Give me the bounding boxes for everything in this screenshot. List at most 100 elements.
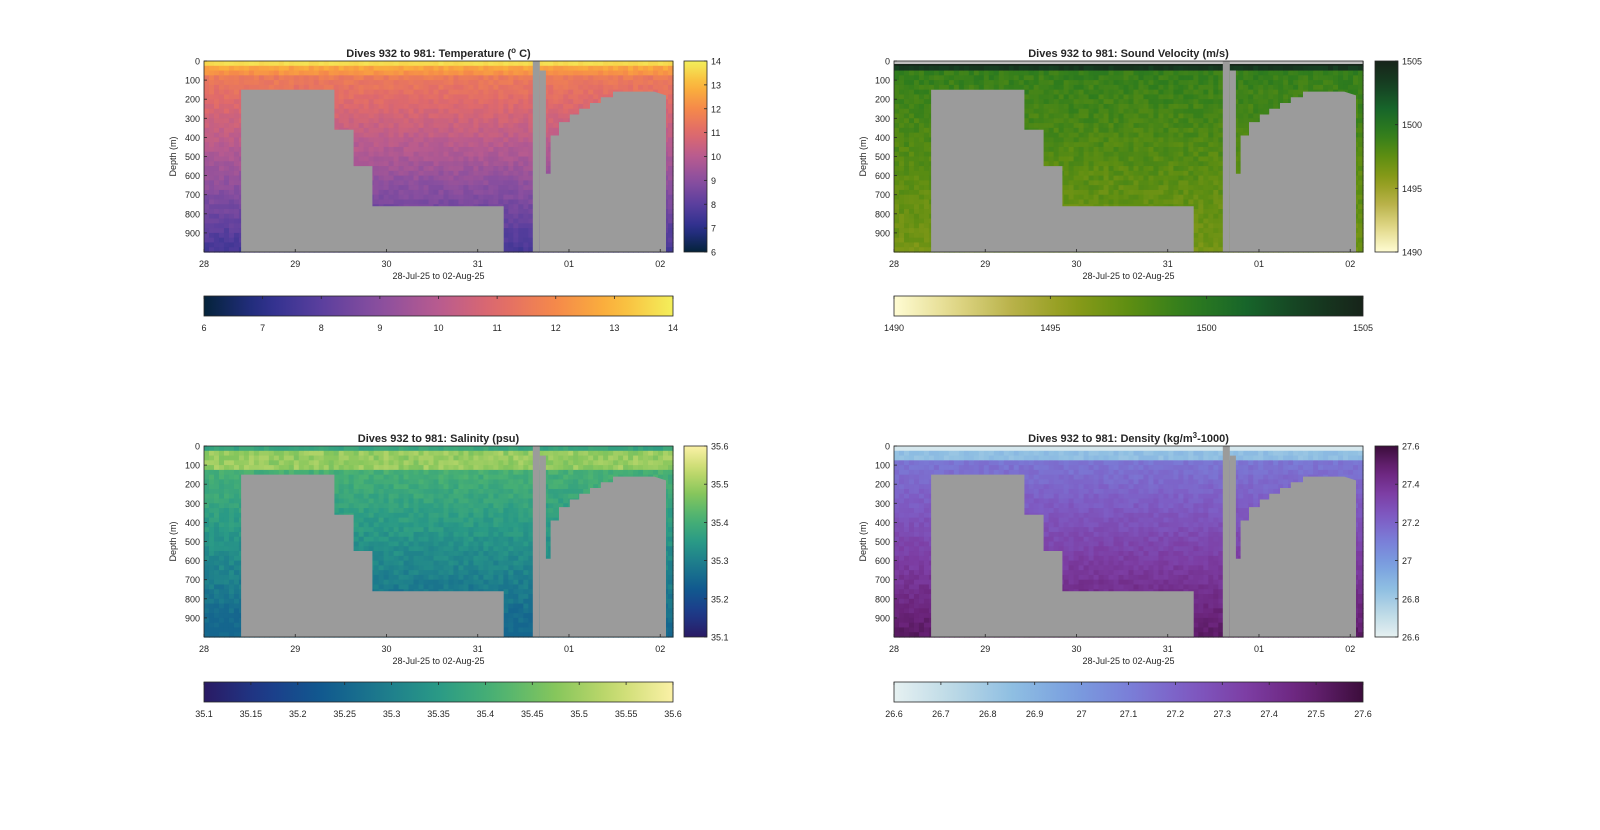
heatmap-cell <box>413 118 420 124</box>
heatmap-cell <box>373 142 380 148</box>
heatmap-cell <box>463 185 470 191</box>
heatmap-cell <box>368 70 375 76</box>
heatmap-cell <box>398 113 405 119</box>
heatmap-cell <box>518 218 524 224</box>
heatmap-cell <box>213 242 220 248</box>
heatmap-cell <box>223 137 230 143</box>
heatmap-cell <box>438 175 445 181</box>
heatmap-cell <box>523 237 529 244</box>
heatmap-cell <box>318 84 325 91</box>
heatmap-cell <box>218 218 225 224</box>
heatmap-cell <box>598 65 604 72</box>
heatmap-cell <box>463 161 470 167</box>
heatmap-cell <box>204 108 210 115</box>
heatmap-cell <box>968 84 975 91</box>
heatmap-cell <box>448 151 455 158</box>
heatmap-cell <box>913 170 920 177</box>
heatmap-cell <box>623 61 629 67</box>
heatmap-cell <box>1003 80 1010 86</box>
heatmap-cell <box>258 70 265 76</box>
heatmap-cell <box>508 127 514 134</box>
heatmap-cell <box>218 94 225 100</box>
heatmap-cell <box>453 127 460 134</box>
heatmap-cell <box>233 175 240 181</box>
heatmap-cell <box>923 180 930 186</box>
heatmap-cell <box>428 99 435 105</box>
heatmap-cell <box>918 80 925 86</box>
heatmap-cell <box>438 103 445 110</box>
heatmap-cell <box>503 89 509 96</box>
heatmap-cell <box>918 204 925 210</box>
heatmap-cell <box>498 84 504 91</box>
heatmap-cell <box>503 175 509 181</box>
heatmap-cell <box>463 99 470 105</box>
heatmap-cell <box>383 132 390 139</box>
heatmap-cell <box>623 80 629 86</box>
heatmap-cell <box>228 170 235 177</box>
y-tick-label: 200 <box>185 95 200 105</box>
heatmap-cell <box>413 65 420 72</box>
heatmap-cell <box>463 80 470 86</box>
heatmap-cell <box>468 127 475 134</box>
heatmap-cell <box>1013 75 1020 81</box>
heatmap-cell <box>413 161 420 167</box>
heatmap-cell <box>1003 65 1010 72</box>
heatmap-cell <box>453 61 460 67</box>
heatmap-cell <box>408 142 415 148</box>
heatmap-cell <box>228 84 235 91</box>
heatmap-cell <box>398 151 405 158</box>
heatmap-cell <box>403 194 410 201</box>
heatmap-cell <box>204 84 210 91</box>
heatmap-cell <box>383 170 390 177</box>
heatmap-cell <box>448 99 455 105</box>
heatmap-cell <box>438 170 445 177</box>
heatmap-cell <box>433 170 440 177</box>
heatmap-cell <box>493 118 499 124</box>
heatmap-cell <box>1033 75 1040 81</box>
heatmap-cell <box>388 132 395 139</box>
heatmap-cell <box>438 61 445 67</box>
heatmap-cell <box>478 99 484 105</box>
heatmap-cell <box>593 84 599 91</box>
heatmap-cell <box>908 199 915 205</box>
heatmap-cell <box>913 242 920 248</box>
heatmap-cell <box>228 166 235 172</box>
heatmap-cell <box>508 180 514 186</box>
heatmap-cell <box>233 103 240 110</box>
heatmap-cell <box>553 75 559 81</box>
heatmap-cell <box>898 242 905 248</box>
heatmap-cell <box>513 70 519 76</box>
heatmap-cell <box>463 180 470 186</box>
heatmap-cell <box>343 108 350 115</box>
heatmap-cell <box>483 99 489 105</box>
heatmap-cell <box>573 70 579 76</box>
heatmap-cell <box>363 146 370 153</box>
heatmap-cell <box>903 175 910 181</box>
heatmap-cell <box>918 70 925 76</box>
heatmap-cell <box>353 151 360 158</box>
heatmap-cell <box>358 65 365 72</box>
heatmap-cell <box>208 213 215 220</box>
heatmap-cell <box>518 213 524 220</box>
heatmap-cell <box>233 65 240 72</box>
heatmap-cell <box>1028 65 1035 72</box>
heatmap-cell <box>293 70 300 76</box>
heatmap-cell <box>923 170 930 177</box>
heatmap-cell <box>388 151 395 158</box>
heatmap-cell <box>223 99 230 105</box>
heatmap-cell <box>953 84 960 91</box>
heatmap-cell <box>513 242 519 248</box>
heatmap-cell <box>223 237 230 244</box>
heatmap-cell <box>503 65 509 72</box>
heatmap-cell <box>523 132 529 139</box>
heatmap-cell <box>413 108 420 115</box>
heatmap-cell <box>903 65 910 72</box>
heatmap-cell <box>638 65 644 72</box>
heatmap-cell <box>898 175 905 181</box>
heatmap-cell <box>383 94 390 100</box>
heatmap-cell <box>213 175 220 181</box>
heatmap-cell <box>433 175 440 181</box>
heatmap-cell <box>913 142 920 148</box>
heatmap-cell <box>423 189 430 196</box>
heatmap-cell <box>218 118 225 124</box>
